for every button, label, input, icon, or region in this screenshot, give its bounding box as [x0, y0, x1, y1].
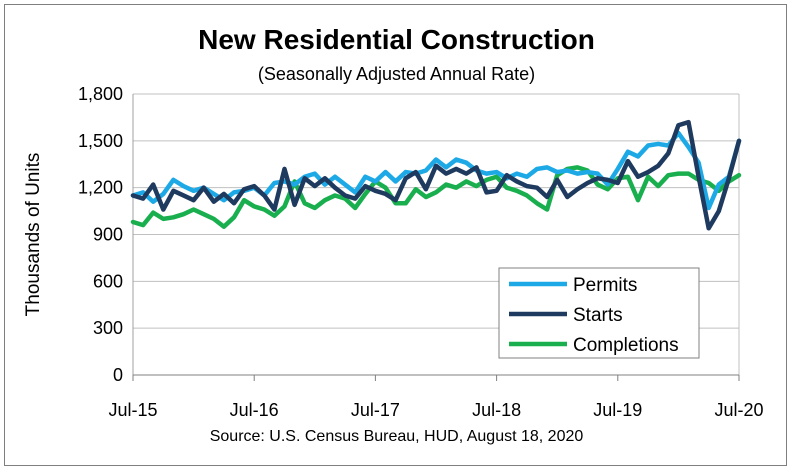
x-tick-label: Jul-18	[472, 400, 521, 420]
y-tick-label: 600	[93, 271, 123, 291]
chart-title: New Residential Construction	[198, 24, 595, 55]
source-note: Source: U.S. Census Bureau, HUD, August …	[209, 428, 584, 445]
x-tick-label: Jul-15	[108, 400, 157, 420]
y-axis-title: Thousands of Units	[23, 153, 44, 317]
legend-label-starts: Starts	[573, 305, 623, 326]
legend-label-permits: Permits	[573, 275, 637, 296]
x-tick-label: Jul-19	[593, 400, 642, 420]
series-line-permits	[130, 130, 742, 211]
y-tick-label: 1,500	[78, 131, 123, 151]
y-tick-label: 0	[113, 365, 123, 385]
chart-subtitle: (Seasonally Adjusted Annual Rate)	[257, 64, 536, 84]
y-tick-label: 900	[93, 225, 123, 245]
x-tick-label: Jul-17	[351, 400, 400, 420]
series-line-completions	[130, 165, 742, 229]
y-tick-label: 1,800	[78, 84, 123, 104]
x-tick-label: Jul-20	[714, 400, 763, 420]
y-tick-label: 300	[93, 318, 123, 338]
x-tick-label: Jul-16	[230, 400, 279, 420]
legend-label-completions: Completions	[573, 335, 679, 356]
series-line-starts	[130, 119, 742, 231]
y-tick-label: 1,200	[78, 178, 123, 198]
